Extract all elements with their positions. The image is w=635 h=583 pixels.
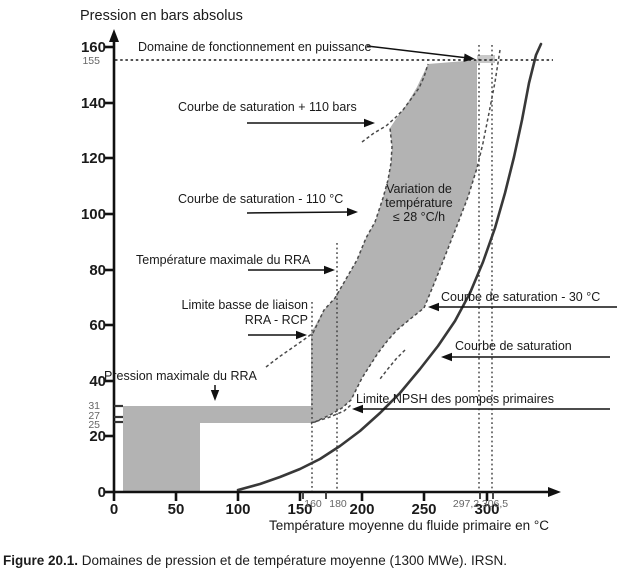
y-tick-40: 40 — [89, 373, 106, 390]
annotation-arrows — [210, 45, 617, 414]
pressure-temperature-chart: Pression en bars absolus — [80, 8, 617, 533]
x-label-160: 160 — [304, 498, 322, 510]
x-tick-labels: 0 50 100 150 200 250 300 160 180 297,2 3… — [110, 498, 508, 518]
y-tick-100: 100 — [81, 206, 106, 223]
label-sat-minus-110: Courbe de saturation - 110 °C — [178, 192, 343, 206]
label-temp-max-rra: Température maximale du RRA — [136, 253, 311, 267]
x-axis-arrowhead — [548, 487, 561, 497]
y-axis-arrowhead — [109, 29, 119, 42]
x-axis-title: Température moyenne du fluide primaire e… — [269, 518, 549, 533]
x-tick-300: 300 — [474, 501, 499, 518]
curve-saturation-plus-110bars — [361, 63, 429, 143]
label-limite-basse-2: RRA - RCP — [245, 313, 308, 327]
y-tick-140: 140 — [81, 95, 106, 112]
operating-domain-area — [311, 60, 477, 424]
label-variation-3: ≤ 28 °C/h — [393, 210, 445, 224]
y-tick-120: 120 — [81, 150, 106, 167]
label-limite-basse-1: Limite basse de liaison — [182, 298, 309, 312]
x-tick-150: 150 — [287, 501, 312, 518]
dashed-boundary-curves — [265, 49, 501, 425]
label-sat-plus-110: Courbe de saturation + 110 bars — [178, 100, 357, 114]
x-label-180: 180 — [329, 498, 347, 510]
arrow-sat-minus-110 — [246, 207, 358, 217]
figure-caption-text: Domaines de pression et de température m… — [78, 553, 507, 568]
figure-caption-number: Figure 20.1. — [3, 553, 79, 568]
label-power-domain: Domaine de fonctionnement en puissance — [138, 40, 372, 54]
x-label-297-2: 297,2 — [453, 498, 479, 510]
y-label-25: 25 — [88, 419, 100, 431]
curve-npsh-limit-extension — [379, 349, 406, 380]
x-ticks — [112, 492, 489, 501]
label-variation-2: température — [385, 196, 452, 210]
arrow-saturation — [441, 352, 610, 362]
curve-saturation — [236, 42, 543, 492]
label-npsh: Limite NPSH des pompes primaires — [356, 392, 554, 406]
curve-saturation-minus-110C — [265, 127, 393, 368]
x-tick-200: 200 — [349, 501, 374, 518]
power-operation-bar — [477, 55, 495, 63]
arrow-limite-basse — [248, 330, 307, 340]
rra-domain-area — [123, 406, 311, 492]
x-tick-250: 250 — [411, 501, 436, 518]
y-label-31: 31 — [88, 400, 100, 412]
label-variation-1: Variation de — [386, 182, 452, 196]
arrow-temp-max-rra — [248, 265, 335, 275]
label-saturation: Courbe de saturation — [455, 339, 572, 353]
label-pression-max-rra: Pression maximale du RRA — [104, 369, 257, 383]
y-tick-20: 20 — [89, 428, 106, 445]
arrow-sat-plus-110 — [247, 118, 375, 128]
arrow-npsh — [352, 404, 610, 414]
arrow-pression-max-rra — [210, 385, 220, 401]
x-label-306-5: 306,5 — [482, 498, 508, 510]
y-label-155: 155 — [82, 55, 100, 67]
x-tick-0: 0 — [110, 501, 118, 518]
y-label-27: 27 — [88, 410, 100, 422]
x-special-ticks — [302, 492, 494, 499]
curve-saturation-minus-30C — [310, 49, 501, 425]
figure-caption: Figure 20.1. Domaines de pression et de … — [3, 553, 631, 568]
arrow-power-domain — [366, 45, 475, 62]
y-special-ticks — [114, 404, 123, 424]
y-ticks — [104, 45, 114, 494]
y-tick-80: 80 — [89, 262, 106, 279]
y-tick-60: 60 — [89, 317, 106, 334]
arrow-sat-minus-30 — [428, 302, 617, 312]
x-tick-100: 100 — [225, 501, 250, 518]
x-tick-50: 50 — [168, 501, 185, 518]
vertical-reference-lines — [311, 45, 493, 491]
y-tick-160: 160 — [81, 39, 106, 56]
y-tick-0: 0 — [98, 484, 106, 501]
chart-title: Pression en bars absolus — [80, 8, 243, 24]
y-tick-labels: 160 140 120 100 80 60 40 20 0 155 31 27 … — [81, 39, 106, 501]
label-sat-minus-30: Courbe de saturation - 30 °C — [441, 290, 600, 304]
